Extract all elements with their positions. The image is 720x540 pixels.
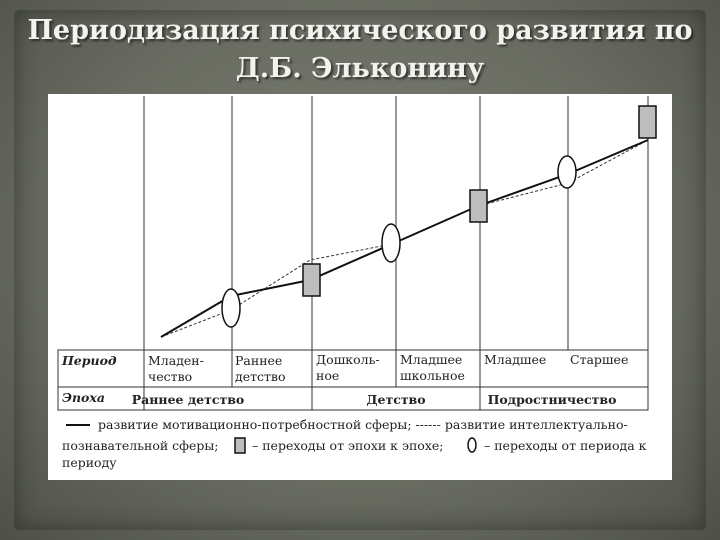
table-border (57, 349, 649, 411)
legend-line-1: развитие мотивационно-потребностной сфер… (98, 417, 628, 432)
period-cell-3-line2: ное (316, 368, 339, 383)
legend-ellipse-icon (467, 437, 477, 453)
periodization-diagram: Период Эпоха Младен- чество Раннее детст… (57, 96, 657, 470)
legend-line-2c: – переходы от периода к (484, 438, 647, 453)
legend-rectangle-icon (234, 437, 246, 454)
period-cell-3-line1: Дошколь- (316, 352, 380, 367)
legend: развитие мотивационно-потребностной сфер… (62, 417, 647, 470)
slide-title: Периодизация психического развития по Д.… (20, 12, 700, 88)
diagram-panel: Период Эпоха Младен- чество Раннее детст… (48, 94, 672, 480)
period-cell-1-line1: Младен- (148, 353, 204, 368)
legend-line-2b: – переходы от эпохи к эпохе; (252, 438, 443, 453)
period-cell-4-line2: школьное (400, 368, 465, 383)
epoch-transition-marker (638, 105, 657, 139)
period-transition-marker (221, 288, 241, 328)
period-boundaries (143, 96, 649, 350)
period-transition-marker (381, 223, 401, 263)
epoch-cell-1: Раннее детство (132, 392, 244, 407)
legend-line-3: периоду (62, 455, 117, 470)
period-cell-1-line2: чество (148, 369, 192, 384)
period-cell-5-line1: Младшее (484, 352, 546, 367)
period-cell-2-line2: детство (235, 369, 286, 384)
epoch-transition-marker (469, 189, 488, 223)
epoch-header: Эпоха (62, 390, 105, 405)
title-line-1: Периодизация психического развития по (27, 15, 693, 46)
periods-table: Период Эпоха Младен- чество Раннее детст… (57, 349, 649, 411)
period-cell-6-line1: Старшее (570, 352, 628, 367)
period-cell-4-line1: Младшее (400, 352, 462, 367)
title-line-2: Д.Б. Эльконину (235, 53, 485, 84)
legend-line-2a: познавательной сферы; (62, 438, 219, 453)
epoch-transition-marker (302, 263, 321, 297)
epoch-cell-2: Детство (366, 392, 425, 407)
epoch-cell-3: Подростничество (488, 392, 617, 407)
period-header: Период (61, 353, 117, 368)
period-transition-marker (557, 155, 577, 189)
period-cell-2-line1: Раннее (235, 353, 282, 368)
